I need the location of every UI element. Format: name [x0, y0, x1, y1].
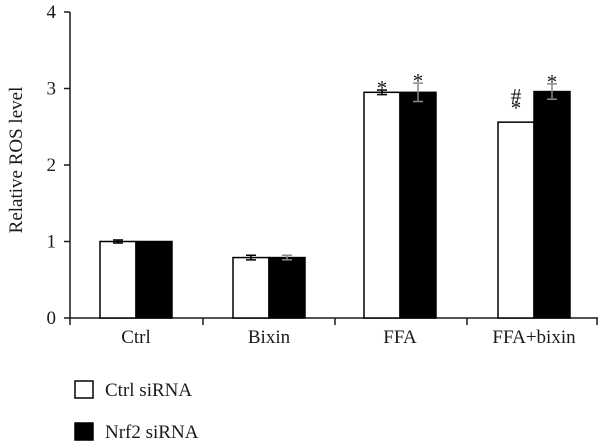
bar	[533, 90, 571, 319]
y-tick-label: 4	[47, 2, 57, 23]
bar	[135, 240, 173, 319]
bar	[99, 240, 137, 319]
y-tick-label: 2	[47, 155, 57, 176]
y-tick-label: 1	[47, 232, 57, 253]
bar	[363, 91, 401, 319]
legend: Ctrl siRNA Nrf2 siRNA	[74, 380, 199, 443]
y-tick-label: 0	[47, 308, 57, 329]
bar	[497, 121, 535, 319]
legend-swatch	[74, 380, 94, 399]
y-axis-label: Relative ROS level	[6, 87, 27, 234]
annotation-label: *	[377, 76, 388, 100]
x-tick-label: Bixin	[248, 327, 291, 348]
legend-label: Ctrl siRNA	[105, 380, 192, 401]
annotation-label: *	[511, 96, 522, 120]
x-tick-label: FFA	[383, 327, 417, 348]
bars	[99, 82, 571, 319]
bar	[232, 256, 270, 319]
y-tick-label: 3	[47, 79, 57, 100]
legend-label: Nrf2 siRNA	[105, 422, 199, 443]
bar	[268, 256, 306, 319]
x-tick-label: FFA+bixin	[492, 327, 576, 348]
labels: Ctrl Bixin FFA FFA+bixin* *#**	[121, 69, 576, 348]
legend-swatch	[74, 422, 94, 441]
annotation-label: *	[547, 70, 558, 94]
bar	[399, 91, 437, 319]
annotation-label: #	[511, 84, 522, 108]
annotation-label: *	[413, 69, 424, 93]
x-tick-label: Ctrl	[121, 327, 151, 348]
